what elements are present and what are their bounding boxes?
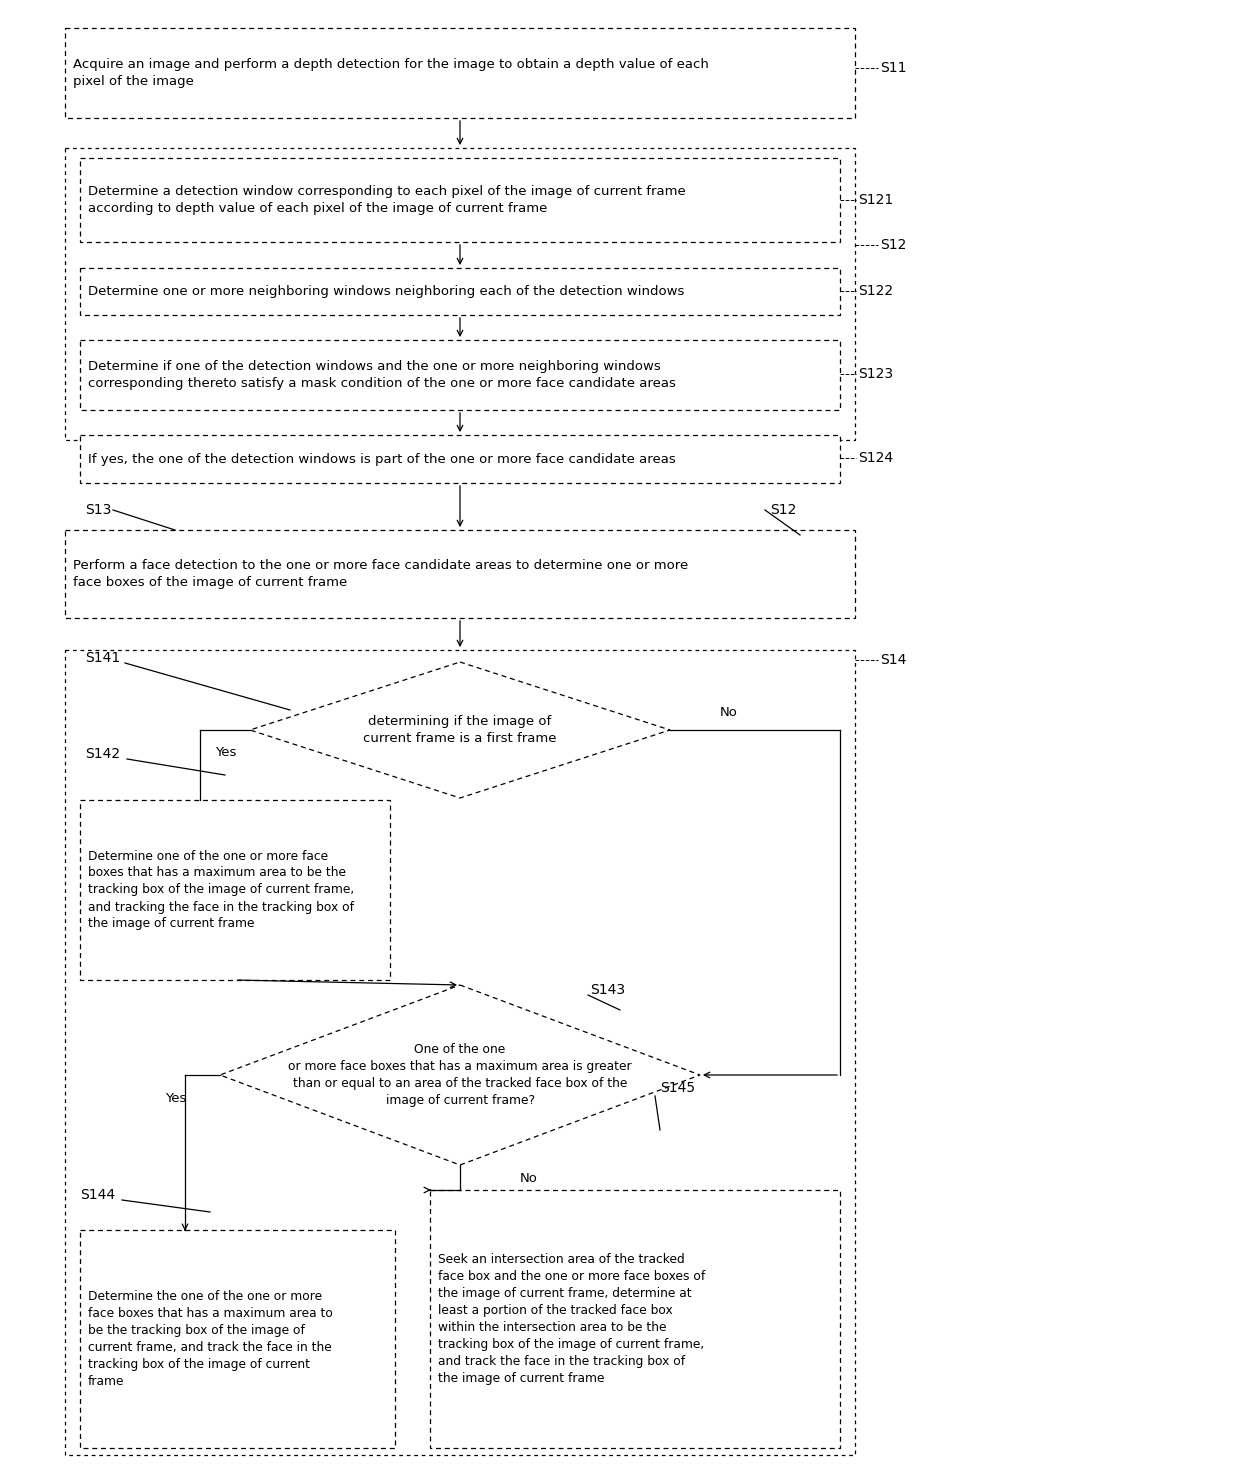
FancyBboxPatch shape xyxy=(81,340,839,410)
Text: S143: S143 xyxy=(590,982,625,997)
Text: determining if the image of
current frame is a first frame: determining if the image of current fram… xyxy=(363,715,557,745)
Text: Determine if one of the detection windows and the one or more neighboring window: Determine if one of the detection window… xyxy=(88,361,676,390)
FancyBboxPatch shape xyxy=(81,269,839,315)
Text: Determine the one of the one or more
face boxes that has a maximum area to
be th: Determine the one of the one or more fac… xyxy=(88,1290,332,1388)
Text: S12: S12 xyxy=(880,237,906,252)
Text: S144: S144 xyxy=(81,1189,115,1202)
FancyBboxPatch shape xyxy=(81,157,839,242)
FancyBboxPatch shape xyxy=(81,435,839,482)
Text: S142: S142 xyxy=(86,746,120,761)
Text: Seek an intersection area of the tracked
face box and the one or more face boxes: Seek an intersection area of the tracked… xyxy=(438,1252,706,1385)
FancyBboxPatch shape xyxy=(64,530,856,617)
FancyBboxPatch shape xyxy=(81,800,391,979)
Text: S145: S145 xyxy=(660,1080,696,1095)
Text: S13: S13 xyxy=(86,503,112,516)
Text: Perform a face detection to the one or more face candidate areas to determine on: Perform a face detection to the one or m… xyxy=(73,559,688,589)
FancyBboxPatch shape xyxy=(81,1230,396,1448)
Text: No: No xyxy=(720,705,738,718)
Text: If yes, the one of the detection windows is part of the one or more face candida: If yes, the one of the detection windows… xyxy=(88,453,676,466)
Text: S12: S12 xyxy=(770,503,796,516)
Polygon shape xyxy=(219,985,701,1165)
Text: Yes: Yes xyxy=(215,745,237,758)
Text: Determine one or more neighboring windows neighboring each of the detection wind: Determine one or more neighboring window… xyxy=(88,285,684,298)
Polygon shape xyxy=(250,662,670,798)
Text: Determine one of the one or more face
boxes that has a maximum area to be the
tr: Determine one of the one or more face bo… xyxy=(88,849,355,930)
FancyBboxPatch shape xyxy=(430,1190,839,1448)
Text: S11: S11 xyxy=(880,61,906,76)
Text: Acquire an image and perform a depth detection for the image to obtain a depth v: Acquire an image and perform a depth det… xyxy=(73,58,709,88)
Text: Yes: Yes xyxy=(165,1092,186,1104)
Text: No: No xyxy=(520,1171,538,1184)
Text: S121: S121 xyxy=(858,193,893,206)
FancyBboxPatch shape xyxy=(64,28,856,119)
Text: S123: S123 xyxy=(858,367,893,381)
Text: S14: S14 xyxy=(880,653,906,666)
Text: Determine a detection window corresponding to each pixel of the image of current: Determine a detection window correspondi… xyxy=(88,186,686,215)
Text: One of the one
or more face boxes that has a maximum area is greater
than or equ: One of the one or more face boxes that h… xyxy=(288,1043,632,1107)
Text: S122: S122 xyxy=(858,283,893,298)
Text: S141: S141 xyxy=(86,651,120,665)
Text: S124: S124 xyxy=(858,451,893,464)
